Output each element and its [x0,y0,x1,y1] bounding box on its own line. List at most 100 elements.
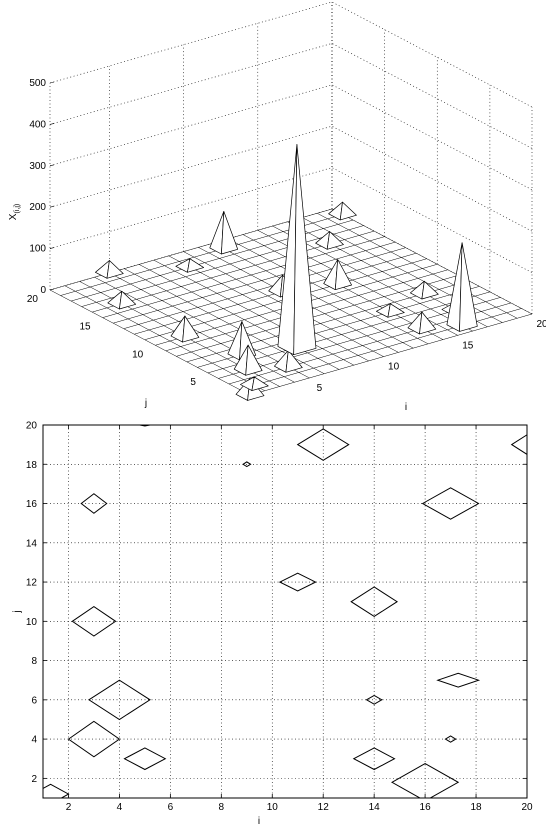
mesh-line-i [138,264,340,370]
mesh-line-i [227,238,429,345]
mesh-line-i [153,259,355,366]
y-tick-label: 16 [26,499,38,510]
contour-line [365,694,383,705]
y-axis-label: j [12,610,23,613]
y-axis-label: j [144,398,147,409]
contour-line [80,493,108,514]
z-tick-label: 500 [29,78,46,89]
contours [43,425,527,798]
mesh-line-j [123,247,406,329]
mesh-line-j [176,275,459,357]
peak-face [187,258,205,273]
y-tick-label: 5 [190,377,196,388]
x-tick-label: 10 [267,802,279,813]
peak-face [421,280,439,300]
x-tick-label: 2 [66,802,72,813]
z-tick [49,81,55,84]
contour-line [87,679,151,721]
y-tick-label: 2 [31,774,37,785]
x-tick-label: 15 [462,340,474,351]
x-tick-label: 20 [536,319,546,330]
z-tick [49,205,55,208]
z-axis-label: X(i,j) [8,204,21,220]
y-tick-label: 10 [26,617,38,628]
contour-line [139,425,151,427]
y-axis: 5 10 15 20 j [27,294,196,409]
x-tick-label: 5 [317,383,323,394]
contour-line [123,747,167,771]
z-tick-label: 0 [40,285,46,296]
mesh-line-i [168,255,369,362]
y-tick-label: 8 [31,656,37,667]
peak-face [339,201,357,221]
z-tick-label: 200 [29,202,46,213]
grid [43,425,527,798]
peak-face [387,303,405,318]
contour-line [510,434,527,455]
surface-plot: 0 100 200 300 400 500 X(i,j) 5 10 15 20 i 5 10 15 20 j [8,1,546,413]
peak-face [419,311,437,335]
contour-line [444,735,457,743]
y-tick-label: 20 [26,421,38,432]
y-tick-label: 10 [132,349,144,360]
peak-face [245,344,263,376]
peak-face [459,242,478,332]
mesh-line-i [331,208,533,315]
plot-background [43,425,527,798]
contour-line [296,428,350,461]
surface-peaks [95,144,478,401]
peak-face [293,144,317,356]
x-axis: 5 10 15 20 i [317,319,546,413]
x-tick-label: 16 [420,802,432,813]
y-tick-label: 4 [31,735,37,746]
contour-line [390,763,460,798]
z-tick [49,164,55,167]
contour-plot: 2 4 6 8 10 12 14 16 18 20 2 4 6 8 10 12 14 16 18 20 i j [12,421,533,828]
contour-line [242,461,252,468]
z-gridline [49,84,533,191]
mesh-line-j [113,241,396,324]
z-tick [49,288,55,291]
x-tick-label: 8 [219,802,225,813]
x-tick-label: 12 [318,802,330,813]
x-tick-label: 20 [521,802,533,813]
mesh-line-j [81,225,364,307]
peak-face [251,376,269,391]
mesh-line-i [64,285,265,391]
z-tick [49,123,55,125]
contour-line [436,672,481,688]
contour-line [67,720,121,758]
y-tick-label: 14 [26,538,38,549]
x-tick-label: 6 [168,802,174,813]
x-tick-label: 18 [470,802,482,813]
contour-line [71,605,117,637]
mesh-line-j [70,219,354,302]
mesh-line-i [213,242,414,349]
x-tick-label: 10 [388,362,400,373]
mesh-line-j [249,313,533,396]
contour-line [352,747,396,771]
y-tick-label: 15 [80,322,92,333]
z-axis: 0 100 200 300 400 500 X(i,j) [8,78,55,296]
z-axis-label-subscript: (i,j) [14,204,21,214]
z-tick-label: 100 [29,244,46,255]
z-tick-label: 400 [29,119,46,130]
plot-frame [42,424,528,799]
peak-face [119,290,137,310]
z-tick-label: 300 [29,161,46,172]
contour-line [421,487,480,520]
mesh-line-i [94,276,295,383]
x-axis-label: i [258,816,260,827]
peak-face [326,231,344,250]
y-tick-label: 20 [27,294,39,305]
peak-face [334,259,352,291]
y-tick-label: 6 [31,695,37,706]
peak-face [106,260,124,279]
mesh-line-j [49,208,333,291]
mesh-line-i [317,213,518,319]
ticks: 2 4 6 8 10 12 14 16 18 20 2 4 6 8 10 12 14 16 18 20 [26,421,533,814]
contour-line [278,572,317,592]
contour-line [350,586,399,617]
x-tick-label: 14 [369,802,381,813]
